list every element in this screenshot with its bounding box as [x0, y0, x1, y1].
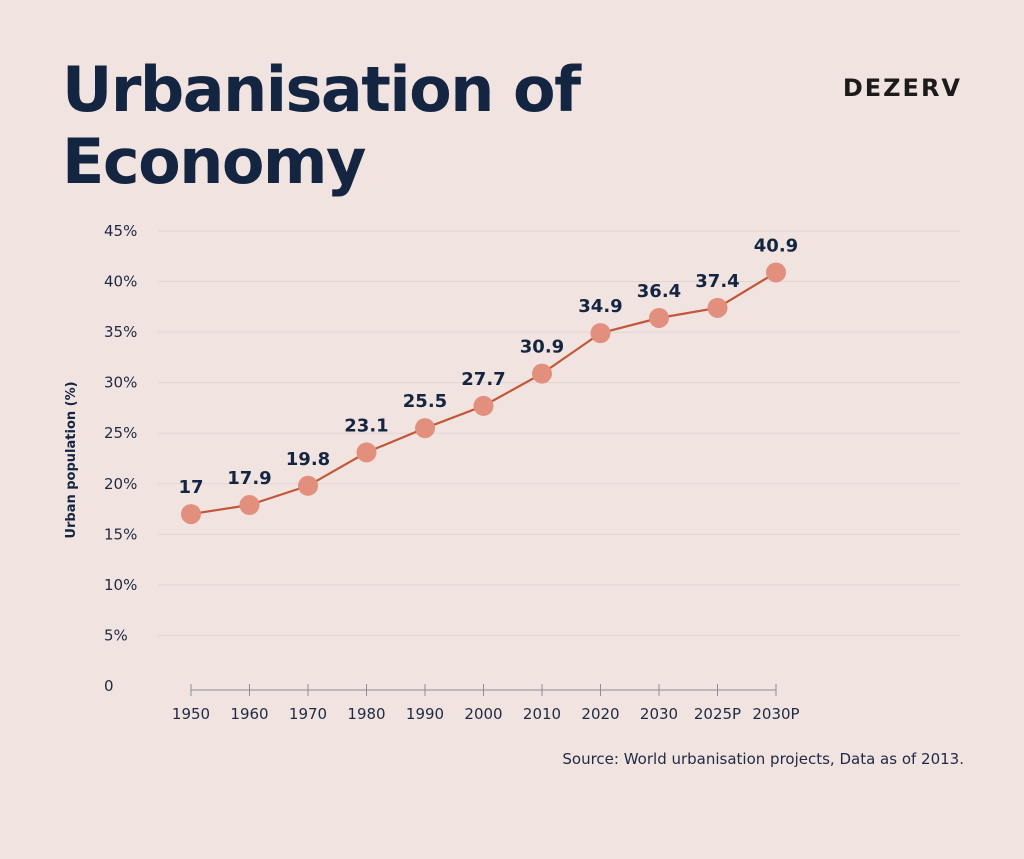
data-label: 40.9	[754, 235, 798, 256]
data-label: 19.8	[286, 449, 330, 470]
page-title: Urbanisation of Economy	[62, 53, 581, 198]
data-point	[766, 262, 786, 283]
data-point	[356, 442, 377, 463]
grid-lines	[158, 230, 960, 636]
y-tick-label: 20%	[104, 475, 137, 493]
data-point	[590, 323, 611, 344]
data-labels: 17 17.9 19.8 23.1 25.5 27.7 30.9 34.9 36.4 37.4 40…	[178, 235, 798, 498]
data-point	[239, 495, 260, 516]
y-axis: 0 5% 10% 15% 20% 25% 30% 35% 40% 45%	[104, 222, 137, 695]
x-tick-label: 2030P	[752, 705, 799, 723]
y-tick-label: 10%	[104, 576, 137, 594]
y-tick-label: 25%	[104, 424, 137, 442]
data-label: 17.9	[227, 468, 271, 489]
x-tick-label: 1960	[230, 705, 268, 723]
data-label: 30.9	[520, 337, 564, 358]
title-line-2: Economy	[62, 125, 366, 198]
brand-logo: DEZERV	[842, 74, 962, 102]
y-tick-label: 15%	[104, 525, 137, 543]
x-tick-label: 2020	[581, 705, 619, 723]
y-tick-label: 45%	[104, 222, 137, 240]
x-tick-label: 2010	[523, 705, 561, 723]
x-tick-label: 1950	[172, 705, 210, 723]
y-tick-label: 35%	[104, 323, 137, 341]
data-points	[181, 262, 786, 525]
x-axis	[190, 684, 777, 696]
x-tick-label: 2000	[464, 705, 502, 723]
data-point	[181, 504, 201, 525]
data-label: 34.9	[578, 296, 622, 317]
y-tick-label: 0	[104, 677, 114, 695]
series-line	[190, 271, 777, 516]
data-label: 27.7	[461, 369, 505, 390]
data-label: 23.1	[344, 415, 388, 436]
y-axis-label: Urban population (%)	[64, 381, 79, 538]
x-tick-label: 2030	[640, 705, 678, 723]
source-note: Source: World urbanisation projects, Dat…	[562, 750, 964, 768]
y-tick-label: 5%	[104, 626, 128, 644]
x-tick-labels: 1950 1960 1970 1980 1990 2000 2010 2020 2030 2025…	[172, 705, 800, 723]
data-point	[415, 418, 435, 439]
data-label: 37.4	[695, 271, 739, 292]
title-line-1: Urbanisation of	[62, 53, 581, 126]
x-tick-label: 1980	[347, 705, 385, 723]
y-tick-label: 40%	[104, 273, 137, 291]
data-point	[473, 395, 494, 416]
data-point	[298, 475, 318, 496]
x-tick-label: 2025P	[694, 705, 741, 723]
x-tick-label: 1990	[406, 705, 444, 723]
data-label: 17	[178, 477, 203, 498]
data-point	[532, 363, 552, 384]
x-tick-label: 1970	[289, 705, 327, 723]
data-point	[707, 297, 728, 318]
data-point	[649, 307, 669, 328]
y-tick-label: 30%	[104, 374, 137, 392]
data-label: 36.4	[637, 281, 681, 302]
data-label: 25.5	[403, 391, 447, 412]
